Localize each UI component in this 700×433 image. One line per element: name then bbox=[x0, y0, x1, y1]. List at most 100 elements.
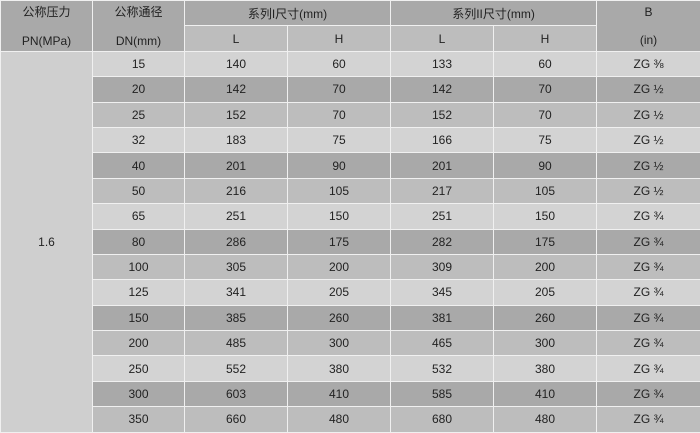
cell-series2-l: 585 bbox=[391, 381, 494, 406]
cell-series1-h: 70 bbox=[288, 77, 391, 102]
cell-series2-h: 150 bbox=[494, 204, 597, 229]
cell-b: ZG ½ bbox=[597, 153, 700, 178]
pn-value: 1.6 bbox=[1, 51, 93, 432]
cell-series2-l: 251 bbox=[391, 204, 494, 229]
cell-series2-l: 201 bbox=[391, 153, 494, 178]
cell-series1-h: 150 bbox=[288, 204, 391, 229]
cell-series1-h: 300 bbox=[288, 331, 391, 356]
cell-series2-h: 300 bbox=[494, 331, 597, 356]
cell-series1-h: 60 bbox=[288, 51, 391, 76]
cell-series2-l: 282 bbox=[391, 229, 494, 254]
cell-dn: 125 bbox=[93, 280, 185, 305]
cell-b: ZG ¾ bbox=[597, 305, 700, 330]
cell-series1-l: 485 bbox=[185, 331, 288, 356]
cell-series2-h: 410 bbox=[494, 381, 597, 406]
cell-series2-h: 70 bbox=[494, 77, 597, 102]
cell-dn: 200 bbox=[93, 331, 185, 356]
cell-dn: 25 bbox=[93, 102, 185, 127]
cell-series2-l: 217 bbox=[391, 178, 494, 203]
cell-series2-h: 175 bbox=[494, 229, 597, 254]
header-series1: 系列I尺寸(mm) bbox=[185, 1, 391, 26]
cell-series1-l: 385 bbox=[185, 305, 288, 330]
cell-series2-l: 309 bbox=[391, 254, 494, 279]
cell-b: ZG ¾ bbox=[597, 356, 700, 381]
cell-series1-l: 183 bbox=[185, 127, 288, 152]
cell-series2-h: 90 bbox=[494, 153, 597, 178]
cell-series1-l: 152 bbox=[185, 102, 288, 127]
header-pn-unit: PN(MPa) bbox=[22, 34, 71, 48]
header-series1-h: H bbox=[288, 26, 391, 51]
cell-series1-h: 480 bbox=[288, 407, 391, 432]
header-dn-unit: DN(mm) bbox=[116, 34, 161, 48]
header-dn: 公称通径 DN(mm) bbox=[93, 1, 185, 52]
cell-dn: 32 bbox=[93, 127, 185, 152]
header-b-label: B bbox=[645, 5, 653, 19]
cell-series1-l: 140 bbox=[185, 51, 288, 76]
cell-b: ZG ½ bbox=[597, 77, 700, 102]
cell-dn: 65 bbox=[93, 204, 185, 229]
header-series1-l: L bbox=[185, 26, 288, 51]
cell-b: ZG ¾ bbox=[597, 254, 700, 279]
cell-b: ZG ¾ bbox=[597, 381, 700, 406]
cell-series2-l: 152 bbox=[391, 102, 494, 127]
cell-series2-h: 75 bbox=[494, 127, 597, 152]
header-pn-label: 公称压力 bbox=[22, 5, 70, 19]
cell-series2-l: 345 bbox=[391, 280, 494, 305]
cell-series2-h: 70 bbox=[494, 102, 597, 127]
cell-series1-h: 200 bbox=[288, 254, 391, 279]
cell-series1-l: 216 bbox=[185, 178, 288, 203]
cell-series1-h: 380 bbox=[288, 356, 391, 381]
cell-series1-h: 75 bbox=[288, 127, 391, 152]
cell-series2-l: 133 bbox=[391, 51, 494, 76]
cell-b: ZG ¾ bbox=[597, 280, 700, 305]
cell-b: ZG ⅜ bbox=[597, 51, 700, 76]
cell-b: ZG ½ bbox=[597, 127, 700, 152]
header-dn-label: 公称通径 bbox=[114, 5, 162, 19]
cell-series1-l: 201 bbox=[185, 153, 288, 178]
header-b: B(in) bbox=[597, 1, 700, 52]
cell-dn: 40 bbox=[93, 153, 185, 178]
cell-series2-h: 260 bbox=[494, 305, 597, 330]
header-pn: 公称压力 PN(MPa) bbox=[1, 1, 93, 52]
cell-b: ZG ½ bbox=[597, 178, 700, 203]
cell-series2-h: 60 bbox=[494, 51, 597, 76]
cell-series2-l: 465 bbox=[391, 331, 494, 356]
cell-series1-l: 142 bbox=[185, 77, 288, 102]
cell-series2-h: 205 bbox=[494, 280, 597, 305]
cell-series1-l: 305 bbox=[185, 254, 288, 279]
cell-b: ZG ¾ bbox=[597, 229, 700, 254]
cell-series1-h: 175 bbox=[288, 229, 391, 254]
cell-series1-h: 105 bbox=[288, 178, 391, 203]
cell-series2-l: 532 bbox=[391, 356, 494, 381]
cell-series1-l: 341 bbox=[185, 280, 288, 305]
cell-series2-h: 105 bbox=[494, 178, 597, 203]
cell-series1-l: 603 bbox=[185, 381, 288, 406]
cell-series1-h: 70 bbox=[288, 102, 391, 127]
cell-b: ZG ¾ bbox=[597, 204, 700, 229]
cell-series2-h: 380 bbox=[494, 356, 597, 381]
cell-dn: 350 bbox=[93, 407, 185, 432]
cell-b: ZG ½ bbox=[597, 102, 700, 127]
cell-b: ZG ¾ bbox=[597, 407, 700, 432]
cell-dn: 20 bbox=[93, 77, 185, 102]
header-series2-h: H bbox=[494, 26, 597, 51]
cell-dn: 250 bbox=[93, 356, 185, 381]
cell-series2-l: 142 bbox=[391, 77, 494, 102]
cell-series2-h: 480 bbox=[494, 407, 597, 432]
cell-series2-l: 381 bbox=[391, 305, 494, 330]
